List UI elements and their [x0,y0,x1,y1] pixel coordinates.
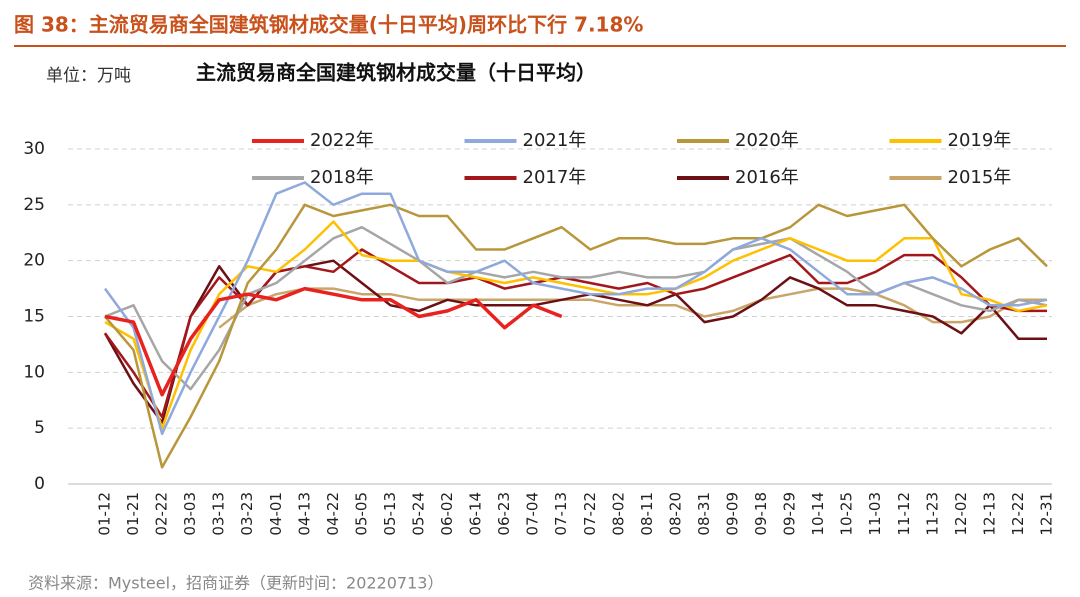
legend-label: 2018年 [310,167,374,188]
x-tick-label: 01-21 [124,492,142,536]
series-line [104,225,1048,391]
y-tick-label: 10 [23,362,45,382]
x-tick-label: 06-02 [438,492,456,536]
x-tick-label: 11-23 [923,492,941,536]
x-tick-label: 09-29 [781,492,799,536]
y-tick-label: 30 [23,139,45,159]
x-tick-label: 03-13 [210,492,228,536]
x-tick-label: 11-12 [895,492,913,536]
legend-label: 2015年 [948,167,1012,188]
x-tick-label: 04-01 [267,492,285,536]
legend-label: 2019年 [948,130,1012,151]
chart-title: 主流贸易商全国建筑钢材成交量（十日平均） [196,61,596,85]
x-tick-label: 03-23 [238,492,256,536]
legend-label: 2016年 [735,167,799,188]
x-tick-label: 05-13 [381,492,399,536]
x-tick-label: 06-23 [495,492,513,536]
x-tick-label: 10-25 [838,492,856,536]
x-tick-label: 12-31 [1038,492,1056,536]
legend-label: 2022年 [310,130,374,151]
x-tick-label: 04-22 [324,492,342,536]
y-tick-label: 25 [23,195,45,215]
y-tick-label: 20 [23,251,45,271]
unit-label: 单位：万吨 [46,66,131,86]
x-tick-label: 04-13 [295,492,313,536]
x-tick-label: 08-31 [695,492,713,536]
x-tick-label: 09-09 [724,492,742,536]
x-tick-label: 07-22 [581,492,599,536]
x-tick-label: 05-24 [410,492,428,536]
x-tick-label: 10-14 [809,492,827,536]
x-tick-label: 02-22 [153,492,171,536]
x-tick-label: 05-05 [352,492,370,536]
y-tick-label: 5 [34,418,45,438]
y-tick-label: 15 [23,307,45,327]
legend-label: 2021年 [523,130,587,151]
x-tick-label: 01-12 [96,492,114,536]
legend-label: 2017年 [523,167,587,188]
series-line [104,203,1048,469]
series-line [218,287,1047,329]
x-tick-label: 08-02 [609,492,627,536]
series-line [103,181,1048,436]
x-tick-label: 08-11 [638,492,656,536]
x-tick-label: 06-14 [467,492,485,536]
series-line [103,248,1047,419]
x-tick-label: 12-22 [1009,492,1027,536]
header: 图 38：主流贸易商全国建筑钢材成交量(十日平均)周环比下行 7.18% [14,13,643,37]
legend-label: 2020年 [735,130,799,151]
x-tick-label: 09-18 [752,492,770,536]
series-line [104,286,563,397]
source: 资料来源：Mysteel，招商证券（更新时间：20220713） [28,574,443,593]
x-tick-label: 07-04 [524,492,542,536]
x-tick-label: 07-13 [552,492,570,536]
y-tick-label: 0 [34,474,45,494]
series-line [104,220,1048,430]
x-tick-label: 12-02 [952,492,970,536]
x-tick-label: 12-13 [980,492,998,536]
x-tick-label: 03-03 [181,492,199,536]
x-tick-label: 08-20 [666,492,684,536]
x-tick-label: 11-03 [866,492,884,536]
